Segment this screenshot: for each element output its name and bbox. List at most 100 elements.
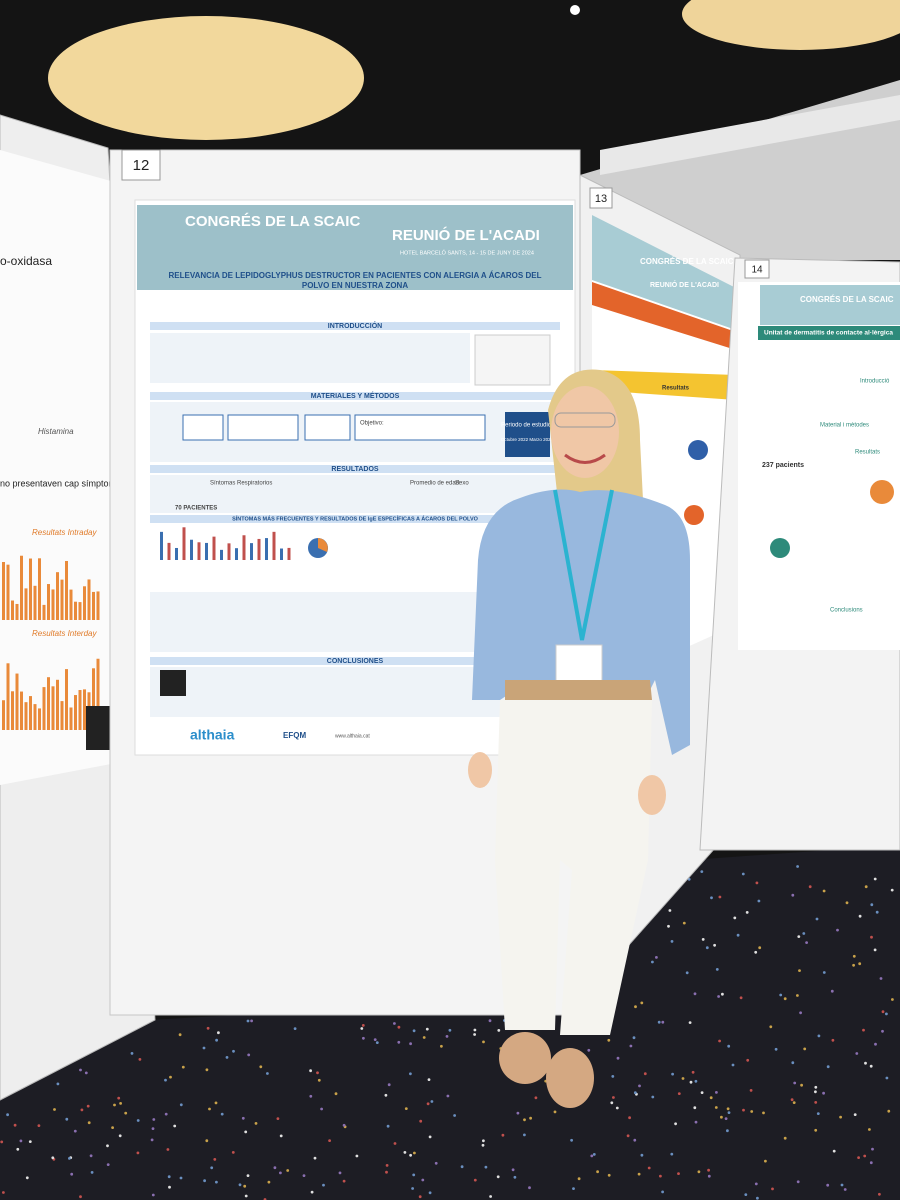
carpet-dot: [16, 1147, 20, 1151]
poster-text: o-oxidasa: [0, 254, 52, 268]
carpet-dot: [572, 1187, 575, 1190]
poster-bar: [11, 600, 14, 620]
carpet-dot: [6, 1113, 9, 1117]
carpet-dot: [168, 1185, 171, 1189]
poster-bar: [20, 555, 23, 620]
carpet-dot: [244, 1130, 248, 1134]
carpet-dot: [875, 910, 879, 914]
results-block: [150, 475, 560, 513]
section-bar: [150, 392, 560, 400]
carpet-dot: [138, 1058, 142, 1061]
carpet-dot: [685, 971, 689, 975]
carpet-dot: [273, 1166, 277, 1170]
carpet-dot: [694, 1079, 698, 1083]
poster-meeting: REUNIÓ DE L'ACADI: [392, 226, 540, 244]
board-number-tag: [589, 187, 613, 209]
carpet-dot: [746, 1058, 750, 1062]
carpet-dot: [164, 1078, 167, 1082]
carpet-dot: [404, 1107, 408, 1110]
poster-bar: [257, 538, 261, 560]
carpet-dot: [677, 1092, 681, 1095]
carpet-dot: [210, 1166, 214, 1170]
carpet-dot: [822, 971, 826, 974]
poster-bar: [56, 572, 59, 620]
carpet-dot: [830, 989, 834, 993]
poster-14-text: CONGRÉS DE LA SCAIC: [800, 295, 894, 304]
carpet-dot: [334, 1092, 338, 1096]
poster-14-text: 237 pacients: [762, 462, 804, 469]
carpet-dot: [90, 1171, 94, 1174]
carpet-dot: [853, 1113, 857, 1116]
carpet-dot: [745, 911, 749, 914]
carpet-dot: [231, 1151, 235, 1154]
carpet-dot: [136, 1151, 140, 1155]
poster-bar: [11, 691, 14, 730]
carpet-dot: [799, 1011, 802, 1015]
carpet-dot: [169, 1075, 172, 1079]
carpet-dot: [309, 1069, 312, 1073]
carpet-dot: [587, 1048, 591, 1052]
carpet-dot: [56, 1082, 60, 1086]
board-number: 14: [751, 265, 763, 276]
carpet-dot: [826, 1065, 830, 1069]
carpet-dot: [616, 1056, 620, 1060]
poster-bar: [42, 604, 46, 620]
poster-bar: [24, 588, 28, 620]
carpet-dot: [779, 993, 783, 997]
period-value: Octubre 2022 Marzo 2023: [501, 437, 554, 442]
carpet-dot: [741, 872, 745, 876]
carpet-dot: [338, 1171, 342, 1175]
board-number: 12: [133, 157, 150, 174]
carpet-dot: [428, 1135, 432, 1139]
carpet-dot: [244, 1194, 248, 1198]
carpet-dot: [497, 1029, 501, 1032]
carpet-dot: [173, 1124, 177, 1128]
carpet-dot: [393, 1142, 397, 1145]
hand: [468, 752, 492, 788]
poster-congress: CONGRÉS DE LA SCAIC: [185, 213, 360, 230]
carpet-dot: [668, 909, 672, 912]
carpet-dot: [2, 1191, 5, 1194]
carpet-dot: [570, 1138, 573, 1142]
carpet-dot: [858, 962, 862, 966]
poster-bar: [15, 603, 19, 620]
carpet-dot: [720, 1115, 723, 1119]
carpet-dot: [869, 1064, 873, 1068]
carpet-dot: [409, 1072, 412, 1076]
carpet-dot: [421, 1178, 425, 1182]
carpet-dot: [816, 1112, 820, 1115]
carpet-dot: [246, 1174, 250, 1177]
carpet-dot: [516, 1111, 520, 1115]
board-number-tag: [121, 149, 161, 181]
poster-bar: [38, 708, 41, 730]
carpet-dot: [707, 1174, 711, 1178]
poster-bar: [227, 543, 231, 560]
carpet-dot: [355, 1154, 359, 1158]
period-box: [505, 412, 550, 457]
carpet-dot: [607, 1038, 611, 1042]
carpet-dot: [836, 928, 839, 932]
poster-text: Resultats Intraday: [32, 528, 97, 537]
carpet-dot: [106, 1163, 110, 1166]
carpet-dot: [250, 1019, 254, 1023]
poster-bar: [51, 686, 55, 730]
carpet-dot: [783, 1136, 787, 1140]
carpet-dot: [754, 1182, 758, 1186]
poster-13-text: REUNIÓ DE L'ACADI: [650, 280, 719, 289]
carpet-dot: [891, 998, 894, 1001]
carpet-dot: [839, 1115, 842, 1119]
carpet-dot: [362, 1036, 365, 1040]
carpet-dot: [151, 1193, 155, 1197]
carpet-dot: [481, 1143, 485, 1147]
poster-bar: [74, 695, 77, 730]
shoe: [546, 1048, 594, 1108]
poster-bar: [160, 531, 163, 560]
poster-bar: [65, 560, 68, 620]
carpet-dot: [360, 1027, 364, 1030]
flow-box: [227, 414, 299, 441]
carpet-dot: [84, 1071, 88, 1075]
carpet-dot: [858, 914, 862, 918]
poster-text: Histamina: [38, 427, 74, 436]
carpet-dot: [453, 1114, 456, 1117]
left-poster: [0, 150, 132, 785]
